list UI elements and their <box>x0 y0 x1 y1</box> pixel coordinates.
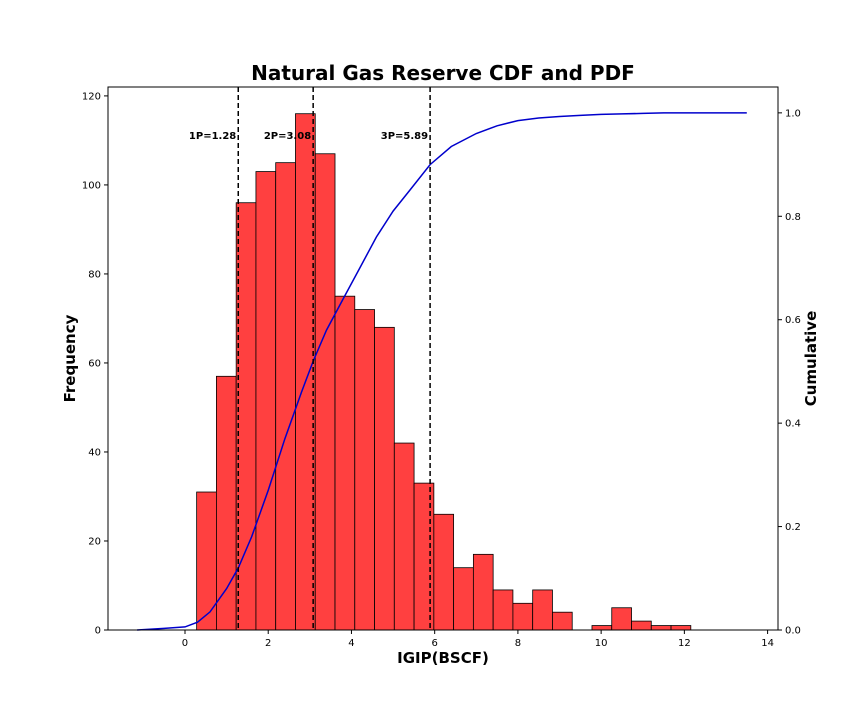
histogram-bar <box>334 295 356 631</box>
percentile-label: 3P=5.89 <box>381 131 428 142</box>
y-tick-label: 20 <box>88 536 101 547</box>
percentile-label: 2P=3.08 <box>264 131 311 142</box>
histogram-bar <box>552 611 573 631</box>
histogram-bar <box>670 625 692 631</box>
histogram-bar <box>196 491 217 631</box>
x-tick-label: 6 <box>431 638 437 649</box>
histogram-bar <box>472 553 494 631</box>
y2-tick-label: 0.8 <box>785 212 801 223</box>
histogram-bar <box>591 625 613 631</box>
histogram-bar <box>275 162 296 631</box>
x-axis: 0 2 4 6 8 10 12 14 <box>182 630 774 649</box>
percentile-lines: 1P=1.28 2P=3.08 3P=5.89 <box>189 87 431 630</box>
histogram-bar <box>374 326 395 631</box>
y2-axis-label: Cumulative <box>802 311 820 407</box>
y2-tick-label: 0.2 <box>785 522 801 533</box>
y2-tick-label: 0.6 <box>785 315 801 326</box>
histogram-bar <box>255 171 277 631</box>
x-axis-label: IGIP(BSCF) <box>397 649 489 667</box>
y-tick-label: 80 <box>88 269 101 280</box>
x-tick-label: 4 <box>348 638 354 649</box>
cdf-line <box>137 112 747 631</box>
x-tick-label: 8 <box>515 638 521 649</box>
x-tick-label: 12 <box>678 638 691 649</box>
y-tick-label: 120 <box>82 91 101 102</box>
y2-tick-label: 0.0 <box>785 626 801 637</box>
y-axis-left: 0 20 40 60 80 100 120 <box>82 91 108 637</box>
cdf-line-group <box>137 112 747 631</box>
histogram-bar <box>512 602 534 631</box>
histogram-bar <box>295 113 316 631</box>
x-tick-label: 2 <box>265 638 271 649</box>
plot-frame <box>107 86 779 631</box>
histogram-bar <box>611 607 632 631</box>
histogram-bar <box>433 513 455 631</box>
y-tick-label: 40 <box>88 447 101 458</box>
x-tick-label: 0 <box>182 638 188 649</box>
histogram-bar <box>453 567 474 631</box>
histogram-bar <box>631 620 652 631</box>
histogram-bar <box>413 482 435 631</box>
histogram-bar <box>650 625 672 631</box>
percentile-label: 1P=1.28 <box>189 131 236 142</box>
y2-tick-label: 0.4 <box>785 419 801 430</box>
histogram-bar <box>314 153 336 631</box>
x-tick-label: 10 <box>595 638 608 649</box>
y-axis-label: Frequency <box>61 314 79 402</box>
y2-tick-label: 1.0 <box>785 108 801 119</box>
histogram-bar <box>532 589 553 631</box>
histogram-bar <box>216 375 237 631</box>
histogram-bars <box>196 113 692 631</box>
histogram-bar <box>393 442 415 631</box>
histogram-bar <box>354 309 375 631</box>
y-tick-label: 60 <box>88 358 101 369</box>
y-tick-label: 0 <box>95 626 101 637</box>
x-tick-label: 14 <box>761 638 774 649</box>
y-axis-right: 0.0 0.2 0.4 0.6 0.8 1.0 <box>778 108 801 637</box>
chart-title: Natural Gas Reserve CDF and PDF <box>251 61 635 85</box>
histogram-bar <box>492 589 514 631</box>
y-tick-label: 100 <box>82 180 101 191</box>
